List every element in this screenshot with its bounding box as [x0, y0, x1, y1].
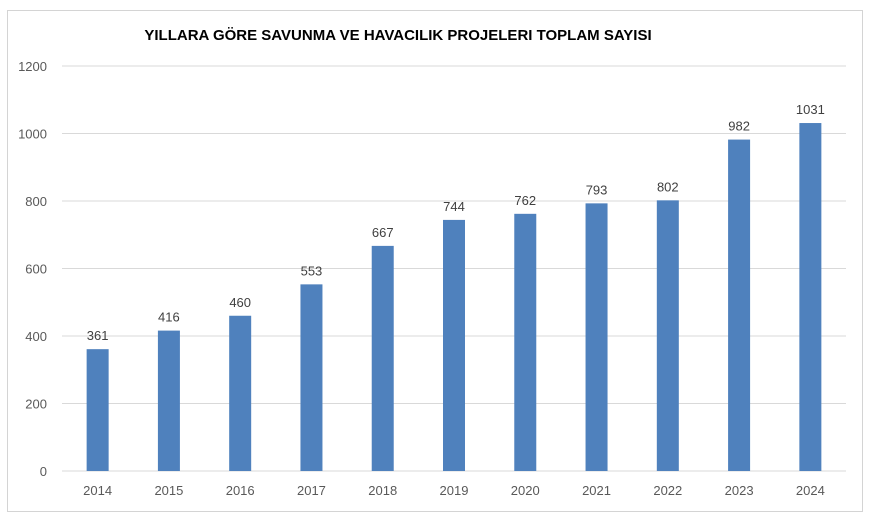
x-tick-label: 2018 [368, 483, 397, 498]
data-labels: 361 416 460 553 667 744 762 793 802 982 1031 [87, 102, 825, 343]
x-tick-label: 2024 [796, 483, 825, 498]
data-label: 762 [514, 193, 536, 208]
bar [371, 245, 394, 471]
x-tick-label: 2017 [297, 483, 326, 498]
y-tick-label: 800 [25, 194, 47, 209]
x-tick-label: 2021 [582, 483, 611, 498]
bar [86, 349, 109, 471]
x-axis-ticks: 2014 2015 2016 2017 2018 2019 2020 2021 2022 2023… [83, 483, 825, 498]
x-tick-label: 2022 [653, 483, 682, 498]
y-tick-label: 1000 [18, 127, 47, 142]
bar [585, 203, 608, 472]
data-label: 802 [657, 179, 679, 194]
y-tick-label: 1200 [18, 59, 47, 74]
y-axis-ticks: 0 200 400 600 800 1000 1200 [18, 59, 47, 479]
x-tick-label: 2023 [725, 483, 754, 498]
bar [157, 330, 180, 471]
data-label: 460 [229, 295, 251, 310]
data-label: 416 [158, 310, 180, 325]
x-tick-label: 2014 [83, 483, 112, 498]
bar [728, 139, 751, 471]
data-label: 793 [586, 182, 608, 197]
y-tick-label: 600 [25, 262, 47, 277]
chart-title: YILLARA GÖRE SAVUNMA VE HAVACILIK PROJEL… [144, 27, 652, 44]
y-tick-label: 200 [25, 397, 47, 412]
data-label: 1031 [796, 102, 825, 117]
x-tick-label: 2020 [511, 483, 540, 498]
bar [799, 123, 822, 471]
data-label: 982 [728, 119, 750, 134]
bar [443, 219, 465, 471]
data-label: 744 [443, 199, 465, 214]
y-tick-label: 0 [40, 464, 47, 479]
x-tick-label: 2015 [154, 483, 183, 498]
y-tick-label: 400 [25, 329, 47, 344]
bar [656, 200, 679, 471]
bars [86, 123, 822, 472]
x-tick-label: 2019 [440, 483, 469, 498]
x-tick-label: 2016 [226, 483, 255, 498]
data-label: 667 [372, 225, 394, 240]
bar [300, 284, 323, 471]
data-label: 361 [87, 328, 109, 343]
bar [514, 213, 537, 471]
data-label: 553 [301, 263, 323, 278]
bar [229, 315, 252, 471]
chart-frame [7, 10, 863, 512]
